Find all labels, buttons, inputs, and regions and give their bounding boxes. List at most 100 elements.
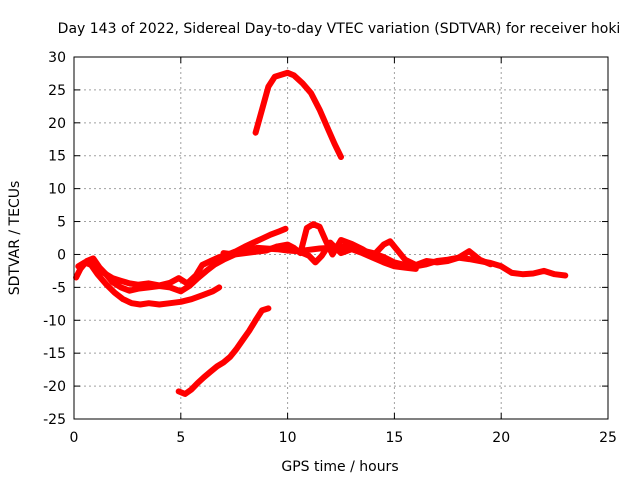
data-point [562, 273, 568, 278]
data-point [413, 266, 419, 272]
x-tick-label: 10 [279, 430, 297, 446]
data-point [127, 280, 132, 286]
x-tick-label: 0 [70, 430, 79, 446]
data-point [456, 255, 461, 261]
data-point [300, 80, 306, 86]
data-point [330, 252, 335, 257]
data-point [265, 305, 271, 311]
data-point [259, 107, 265, 113]
data-point [109, 275, 115, 281]
x-tick-label: 5 [176, 430, 185, 446]
data-point [212, 261, 218, 267]
data-point [466, 248, 472, 254]
data-point [259, 236, 265, 242]
y-tick-label: -20 [43, 379, 66, 395]
data-point [308, 90, 314, 96]
data-point [176, 275, 182, 281]
data-point [498, 263, 504, 269]
data-point [193, 273, 199, 278]
data-point [381, 254, 387, 260]
data-point [291, 72, 297, 78]
data-point [189, 296, 194, 302]
data-point [135, 282, 141, 288]
data-point [394, 246, 399, 252]
data-point [103, 281, 109, 287]
series-arc-c [92, 225, 289, 289]
data-point [92, 265, 98, 271]
series-arc-d [220, 221, 494, 268]
data-point [242, 250, 248, 256]
data-point [231, 252, 237, 257]
x-tick-label: 15 [385, 430, 403, 446]
data-point [233, 346, 239, 352]
data-point [90, 255, 96, 261]
data-point [541, 268, 547, 274]
data-point [319, 253, 325, 259]
data-point [156, 282, 162, 288]
data-point [332, 141, 338, 147]
data-point [488, 261, 493, 267]
data-point [338, 237, 344, 243]
data-point [263, 248, 269, 253]
data-point [246, 328, 252, 334]
data-point [189, 386, 194, 392]
data-point [349, 246, 355, 252]
data-point [317, 246, 323, 251]
data-point [391, 263, 397, 269]
data-point [156, 302, 162, 307]
data-point [265, 84, 271, 90]
x-axis-label: GPS time / hours [281, 459, 398, 475]
data-point [253, 317, 259, 323]
data-point [466, 256, 472, 262]
data-point [227, 354, 233, 360]
data-point [182, 391, 188, 397]
data-point [250, 240, 256, 246]
y-tick-label: 5 [57, 215, 66, 231]
x-tick-label: 25 [599, 430, 617, 446]
data-point [167, 300, 173, 306]
data-point [176, 388, 182, 394]
data-point [259, 307, 265, 313]
data-point [88, 262, 94, 268]
data-point [101, 270, 107, 276]
data-point [268, 232, 273, 238]
data-point [312, 259, 318, 265]
data-point [221, 250, 226, 256]
y-tick-label: -10 [43, 313, 66, 329]
data-point [216, 284, 222, 290]
data-point [423, 258, 429, 264]
data-series [73, 69, 569, 397]
data-point [295, 248, 301, 254]
y-tick-label: 25 [48, 83, 66, 99]
data-point [445, 258, 451, 264]
data-point [253, 130, 259, 136]
data-point [338, 154, 344, 160]
data-point [272, 74, 278, 80]
data-point [216, 254, 222, 260]
data-point [274, 244, 280, 250]
y-tick-label: 15 [48, 149, 66, 165]
data-point [477, 257, 483, 263]
y-tick-label: -5 [52, 280, 66, 296]
y-tick-label: 30 [48, 50, 66, 66]
data-point [310, 221, 316, 227]
data-point [178, 288, 184, 294]
data-point [118, 284, 124, 290]
data-point [167, 280, 173, 286]
data-point [199, 262, 205, 268]
y-tick-label: 0 [57, 247, 66, 263]
data-point [285, 70, 291, 76]
data-point [370, 255, 376, 261]
data-point [402, 265, 408, 271]
data-point [73, 275, 79, 280]
data-point [201, 374, 207, 380]
y-axis-label: SDTVAR / TECUs [7, 181, 23, 296]
data-point [208, 258, 214, 264]
data-point [120, 296, 126, 302]
y-tick-label: 10 [48, 182, 66, 198]
data-point [240, 337, 246, 343]
chart-title: Day 143 of 2022, Sidereal Day-to-day VTE… [58, 21, 621, 37]
data-point [82, 259, 88, 265]
data-point [306, 253, 312, 259]
